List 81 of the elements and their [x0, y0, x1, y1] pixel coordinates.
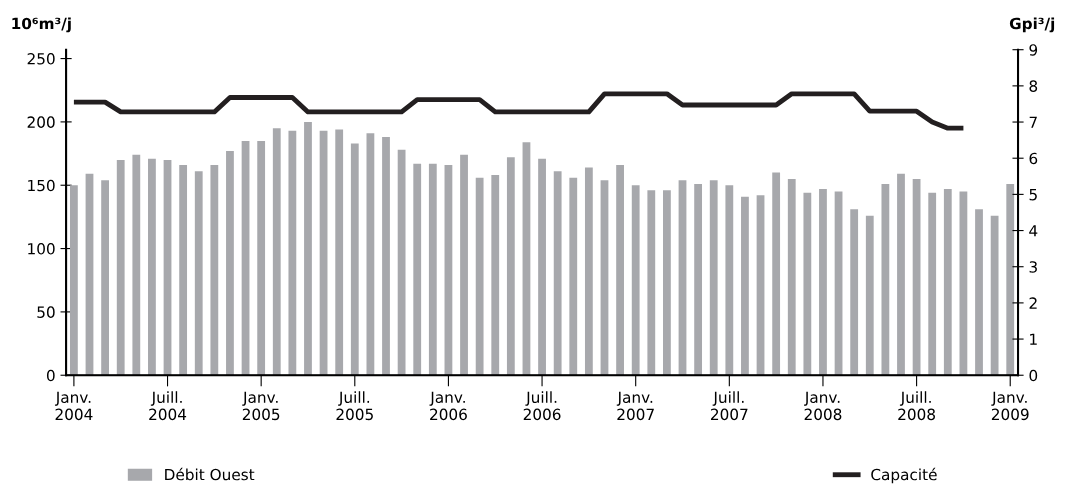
bar: [413, 163, 422, 376]
y2-tick-label: 0: [1029, 369, 1038, 382]
bar: [850, 209, 859, 376]
bar: [943, 189, 952, 376]
bar: [101, 180, 110, 376]
y2-tick-label: 3: [1029, 261, 1037, 273]
bar: [272, 128, 281, 376]
bar: [663, 190, 671, 376]
y-tick-label: 250: [27, 53, 55, 65]
bar: [132, 154, 141, 376]
bar: [631, 185, 640, 376]
bar: [69, 185, 78, 376]
bar: [288, 130, 297, 376]
bar: [475, 177, 484, 376]
y2-axis-title: Gpi³/j: [1009, 17, 1055, 33]
y-tick-label: 100: [28, 243, 55, 255]
bar: [584, 167, 593, 376]
x-tick-label: Janv. 2009: [991, 391, 1029, 421]
bar: [1006, 183, 1015, 376]
x-tick-label: Janv. 2008: [804, 391, 842, 421]
y-tick-label: 50: [37, 306, 55, 318]
bar: [538, 158, 546, 376]
x-tick-label: Juill. 2005: [336, 391, 373, 421]
bar: [460, 154, 468, 376]
bar: [975, 209, 983, 376]
bar: [116, 159, 125, 376]
y2-tick-label: 7: [1029, 116, 1037, 128]
bar: [179, 164, 188, 376]
bar: [741, 196, 749, 376]
bar: [350, 143, 359, 376]
y2-tick-label: 4: [1029, 225, 1038, 237]
x-tick-label: Janv. 2006: [429, 391, 467, 421]
bar: [647, 190, 656, 376]
y2-tick-label: 6: [1029, 152, 1038, 165]
bar: [382, 137, 390, 376]
x-tick-label: Juill. 2004: [149, 391, 187, 421]
bar: [803, 192, 812, 376]
y-tick-label: 200: [27, 116, 55, 128]
bar: [616, 164, 624, 376]
bar: [194, 171, 203, 376]
line-series: [71, 91, 966, 131]
bar: [897, 173, 905, 376]
y2-tick-label: 1: [1030, 333, 1037, 345]
bar: [709, 180, 718, 376]
bar: [148, 158, 156, 376]
bar: [990, 215, 999, 376]
bar: [506, 157, 515, 376]
bar: [865, 215, 874, 376]
bar: [397, 149, 406, 376]
bar: [335, 129, 344, 376]
x-tick-label: Juill. 2008: [898, 391, 935, 421]
bar: [428, 163, 437, 376]
y-tick-label: 0: [46, 369, 55, 382]
y2-tick-label: 2: [1029, 297, 1037, 309]
bar: [881, 183, 890, 376]
y2-tick-label: 5: [1029, 189, 1037, 201]
bar: [772, 172, 781, 376]
bar: [257, 140, 266, 376]
y-tick-label: 150: [28, 179, 55, 192]
y2-tick-label: 9: [1029, 44, 1038, 56]
legend-label: Capacité: [871, 467, 937, 484]
bar: [553, 171, 562, 376]
bar: [928, 192, 937, 376]
bar: [210, 164, 219, 376]
y-axis-title: 10⁶m³/j: [12, 17, 71, 33]
x-tick-label: Janv. 2004: [54, 391, 93, 421]
x-tick-label: Juill. 2006: [523, 391, 561, 421]
bar: [366, 133, 375, 376]
y2-tick-label: 8: [1029, 80, 1038, 92]
x-tick-label: Janv. 2007: [616, 391, 654, 421]
bar: [304, 121, 312, 376]
bar: [819, 189, 827, 376]
bar: [491, 175, 500, 376]
x-tick-label: Juill. 2007: [711, 391, 748, 421]
bar: [694, 183, 703, 376]
x-tick-label: Janv. 2005: [242, 391, 280, 421]
bar: [569, 177, 578, 376]
bar: [226, 151, 234, 376]
bar: [787, 178, 796, 376]
legend-label: Débit Ouest: [165, 467, 255, 481]
bar: [725, 185, 734, 376]
